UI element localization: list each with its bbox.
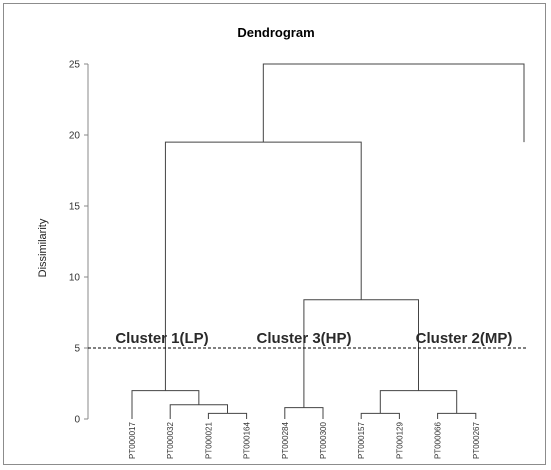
dendrogram-link bbox=[164, 141, 362, 391]
y-axis: 0 5 10 15 20 25 bbox=[69, 60, 89, 426]
leaf-labels: PT000017 PT000032 PT000021 PT000164 PT000284… bbox=[128, 422, 481, 459]
dendrogram-link bbox=[207, 412, 248, 419]
cluster-label: Cluster 2(MP) bbox=[416, 330, 513, 347]
leaf-label: PT000017 bbox=[128, 422, 137, 459]
dendrogram-link bbox=[437, 412, 477, 419]
y-tick-label: 15 bbox=[69, 202, 81, 213]
leaf-label: PT000267 bbox=[472, 422, 481, 459]
dendrogram-link bbox=[169, 404, 228, 419]
y-tick-label: 10 bbox=[69, 273, 81, 284]
y-tick-label: 5 bbox=[74, 344, 80, 355]
chart-frame: Dendrogram Dissimilarity 0 5 10 15 20 25 PT00… bbox=[3, 3, 546, 465]
y-tick-label: 25 bbox=[69, 60, 81, 71]
y-tick-label: 0 bbox=[74, 415, 80, 426]
chart-title: Dendrogram bbox=[237, 25, 314, 40]
y-tick-label: 20 bbox=[69, 131, 81, 142]
dendrogram-link bbox=[360, 412, 400, 419]
leaf-label: PT000164 bbox=[243, 422, 252, 459]
leaf-label: PT000021 bbox=[204, 422, 213, 459]
cluster-label: Cluster 1(LP) bbox=[115, 330, 208, 347]
leaf-label: PT000066 bbox=[434, 422, 443, 459]
leaf-label: PT000284 bbox=[281, 422, 290, 459]
cluster-label: Cluster 3(HP) bbox=[256, 330, 351, 347]
leaf-label: PT000300 bbox=[319, 422, 328, 459]
dendrogram-link bbox=[303, 299, 419, 408]
dendrogram-links bbox=[131, 63, 525, 419]
dendrogram-link bbox=[262, 63, 525, 143]
leaf-label: PT000157 bbox=[357, 422, 366, 459]
dendrogram-link bbox=[379, 390, 458, 414]
dendrogram-chart: Dendrogram Dissimilarity 0 5 10 15 20 25 PT00… bbox=[37, 25, 526, 459]
leaf-label: PT000032 bbox=[166, 422, 175, 459]
leaf-label: PT000129 bbox=[395, 422, 404, 459]
cluster-labels: Cluster 1(LP) Cluster 3(HP) Cluster 2(MP) bbox=[115, 330, 512, 347]
y-axis-label: Dissimilarity bbox=[37, 218, 49, 277]
dendrogram-link bbox=[284, 407, 324, 419]
